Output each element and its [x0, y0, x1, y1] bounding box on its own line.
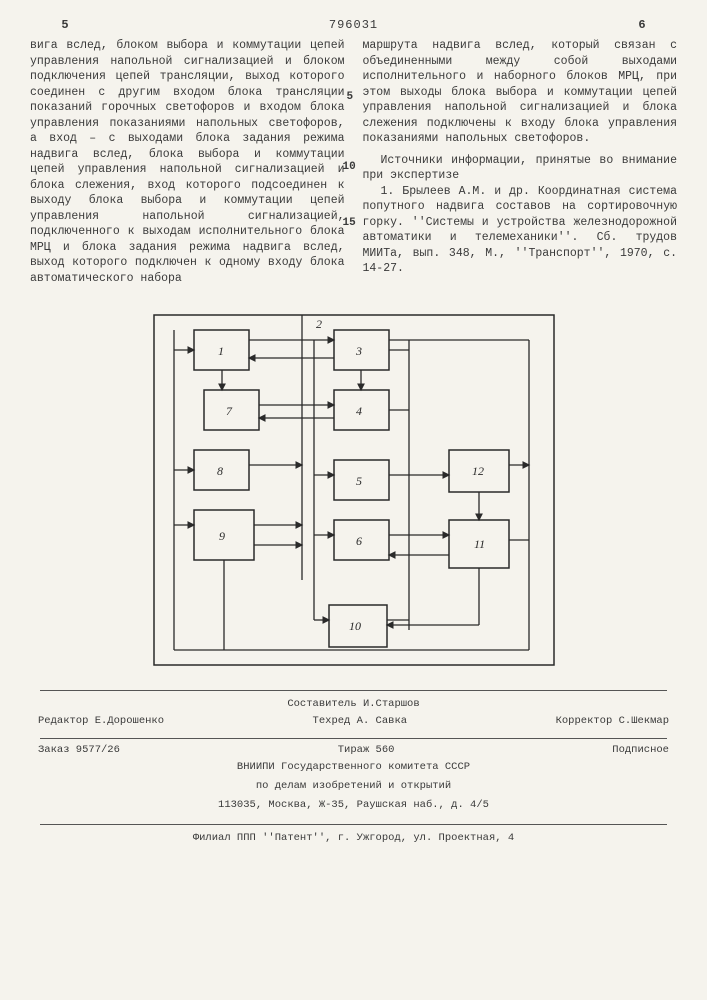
document-number: 796031	[329, 18, 378, 32]
tirage: Тираж 560	[338, 743, 395, 758]
left-column: вига вслед, блоком выбора и коммутации ц…	[30, 38, 345, 286]
left-col-text: вига вслед, блоком выбора и коммутации ц…	[30, 38, 345, 286]
compiler: Составитель И.Старшов	[30, 695, 677, 714]
line-marker-15: 15	[343, 216, 357, 231]
page-header: 5 796031 6	[30, 18, 677, 32]
svg-text:4: 4	[356, 404, 362, 418]
text-columns: вига вслед, блоком выбора и коммутации ц…	[30, 38, 677, 286]
footer-block: Составитель И.Старшов Редактор Е.Дорошен…	[30, 695, 677, 848]
filial: Филиал ППП ''Патент'', г. Ужгород, ул. П…	[30, 829, 677, 848]
sources-body: 1. Брылеев А.М. и др. Координатная систе…	[363, 184, 678, 277]
svg-text:10: 10	[349, 619, 361, 633]
block-diagram: 1 3 4 5 6 7 8 9 10 11 12 2	[134, 300, 574, 680]
svg-text:6: 6	[356, 534, 362, 548]
address: 113035, Москва, Ж-35, Раушская наб., д. …	[30, 796, 677, 815]
svg-text:9: 9	[219, 529, 225, 543]
editor: Редактор Е.Дорошенко	[38, 714, 164, 729]
svg-text:5: 5	[356, 474, 362, 488]
subscr: Подписное	[612, 743, 669, 758]
footer-divider-3	[40, 824, 667, 825]
footer-divider-2	[40, 738, 667, 739]
svg-text:11: 11	[474, 537, 485, 551]
corrector: Корректор С.Шекмар	[556, 714, 669, 729]
svg-text:1: 1	[218, 344, 224, 358]
svg-text:8: 8	[217, 464, 223, 478]
techred: Техред А. Савка	[313, 714, 408, 729]
svg-text:3: 3	[355, 344, 362, 358]
order: Заказ 9577/26	[38, 743, 120, 758]
right-col-p1: маршрута надвига вслед, который связан с…	[363, 38, 678, 147]
line-marker-5: 5	[347, 90, 361, 105]
page-number-right: 6	[617, 18, 667, 32]
org-line-2: по делам изобретений и открытий	[30, 777, 677, 796]
sources-title: Источники информации, принятые во вниман…	[363, 153, 678, 184]
right-column: маршрута надвига вслед, который связан с…	[363, 38, 678, 286]
svg-text:2: 2	[316, 317, 322, 331]
org-line-1: ВНИИПИ Государственного комитета СССР	[30, 758, 677, 777]
line-marker-10: 10	[343, 160, 357, 175]
svg-text:7: 7	[226, 404, 233, 418]
page-number-left: 5	[40, 18, 90, 32]
footer-divider-1	[40, 690, 667, 691]
svg-text:12: 12	[472, 464, 484, 478]
